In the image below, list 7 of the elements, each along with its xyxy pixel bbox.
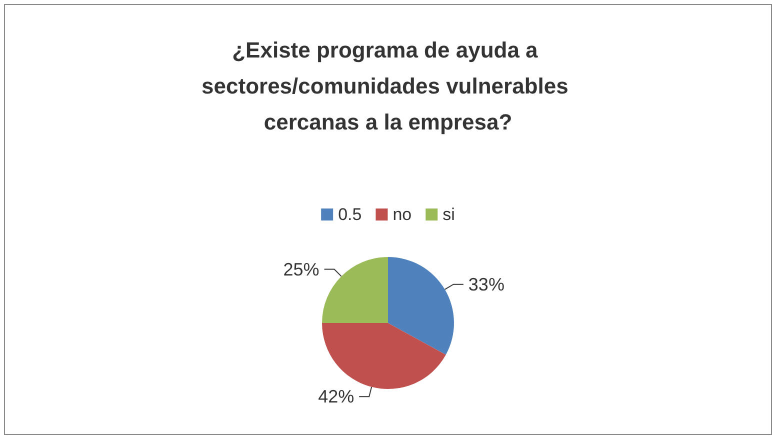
data-label: 33% (468, 274, 504, 294)
chart-title: ¿Existe programa de ayuda a sectores/comunidades vulnerables cercanas a la empresa? (202, 38, 574, 134)
legend-label: 0.5 (338, 205, 362, 224)
data-label: 42% (318, 386, 354, 407)
data-label: 25% (283, 259, 320, 280)
legend-label: si (442, 205, 455, 224)
legend-label: no (392, 205, 412, 224)
